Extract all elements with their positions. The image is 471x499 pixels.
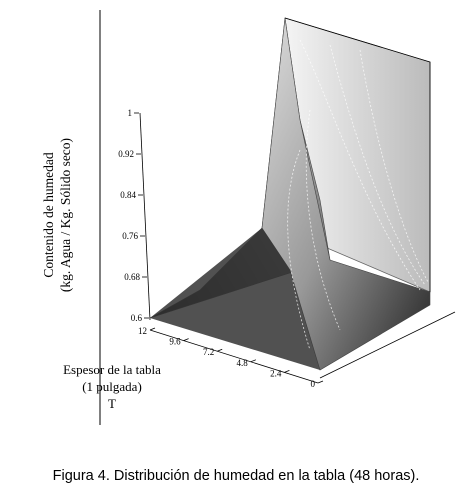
z-axis (139, 112, 151, 321)
x-tick (284, 370, 290, 373)
x-tick-label: 7.2 (203, 347, 214, 357)
x-tick (317, 380, 324, 384)
z-axis-title: Contenido de humedad (kg. Agua / Kg. Sóli… (41, 138, 73, 292)
caption: Figura 4. Distribución de humedad en la … (53, 468, 420, 484)
z-tick-label: 0.76 (122, 231, 138, 241)
x-axis-title-line: T (108, 396, 116, 411)
x-tick (217, 348, 223, 352)
x-axis-title: Espesor de la tabla (1 pulgada) T (63, 362, 161, 411)
x-axis-title-line: (1 pulgada) (82, 379, 142, 394)
z-axis-title-line: (kg. Agua / Kg. Sólido seco) (58, 138, 73, 292)
x-axis (149, 329, 319, 384)
x-tick-label: 9.6 (169, 337, 181, 347)
z-tick-label: 0.6 (131, 313, 143, 323)
z-tick-label: 0.68 (124, 272, 140, 282)
surface (149, 17, 456, 379)
x-tick (250, 359, 256, 363)
x-tick (149, 327, 156, 331)
x-axis-title-line: Espesor de la tabla (63, 362, 161, 377)
z-tick-label: 0.92 (118, 149, 134, 159)
z-tick-label: 0.84 (120, 190, 136, 200)
x-tick-label: 2.4 (270, 368, 282, 378)
x-tick-label: 4.8 (237, 358, 249, 368)
x-tick-label: 12 (138, 326, 147, 336)
x-tick-label: 0 (311, 379, 316, 389)
x-tick (183, 338, 189, 341)
z-axis-title-line: Contenido de humedad (41, 152, 56, 277)
z-tick-label: 1 (128, 108, 133, 118)
